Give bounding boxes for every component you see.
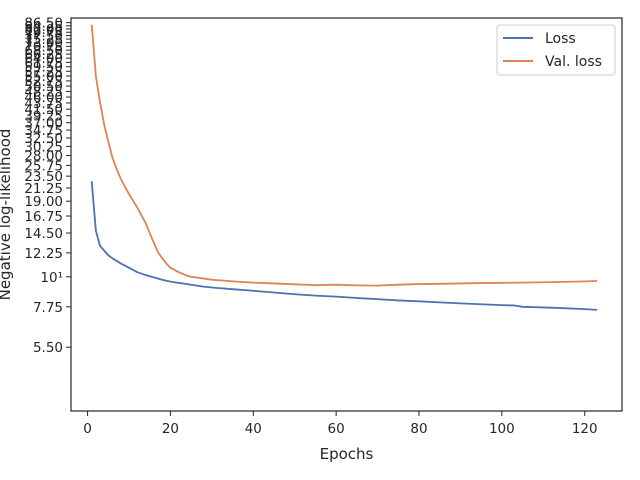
y-tick-label: 30.25: [24, 139, 63, 155]
series-line-val-loss: [90, 24, 598, 287]
x-tick-label: 120: [572, 421, 598, 437]
x-tick-label: 40: [245, 421, 262, 437]
plot-lines: [90, 24, 598, 311]
y-tick-label: 21.25: [24, 181, 63, 197]
y-tick-label: 7.75: [33, 300, 63, 316]
series-line-loss: [90, 181, 598, 311]
y-tick-label: 10¹: [40, 270, 63, 286]
y-tick-label: 48.25: [24, 84, 63, 100]
y-tick-label: 32.50: [24, 131, 63, 147]
y-tick-label: 77.50: [24, 29, 63, 45]
y-tick-label: 61.75: [24, 55, 63, 71]
y-tick-label: 23.50: [24, 169, 63, 185]
y-tick-label: 5.50: [33, 340, 63, 356]
y-tick-label: 25.75: [24, 158, 63, 174]
x-tick-label: 20: [162, 421, 179, 437]
y-tick-label: 55.00: [24, 69, 63, 85]
legend-label-loss: Loss: [545, 31, 576, 47]
y-tick-label: 84.25: [24, 19, 63, 35]
y-tick-label: 52.75: [24, 74, 63, 90]
y-tick-label: 75.25: [24, 32, 63, 48]
y-tick-label: 41.50: [24, 102, 63, 118]
y-tick-label: 73.00: [24, 36, 63, 52]
y-tick-label: 19.00: [24, 194, 63, 210]
legend: Loss Val. loss: [496, 24, 616, 76]
y-tick-label: 66.25: [24, 47, 63, 63]
y-tick-label: 43.75: [24, 96, 63, 112]
y-tick-label: 12.25: [24, 246, 63, 262]
y-tick-label: 57.25: [24, 64, 63, 80]
y-tick-label: 37.00: [24, 116, 63, 132]
y-tick-label: 79.75: [24, 25, 63, 41]
x-axis-ticks: 0 20 40 60 80 100 120: [83, 411, 598, 437]
y-tick-label: 86.50: [24, 16, 63, 32]
x-tick-label: 80: [410, 421, 427, 437]
y-tick-label: 14.50: [24, 226, 63, 242]
x-tick-label: 60: [328, 421, 345, 437]
y-axis-label: Negative log-likelihood: [0, 129, 14, 301]
y-tick-label: 39.25: [24, 109, 63, 125]
x-tick-label: 0: [83, 421, 92, 437]
y-tick-label: 70.75: [24, 39, 63, 55]
y-tick-label: 82.00: [24, 22, 63, 38]
y-tick-label: 34.75: [24, 123, 63, 139]
y-tick-label: 68.50: [24, 43, 63, 59]
y-tick-label: 64.00: [24, 51, 63, 67]
y-tick-label: 46.00: [24, 90, 63, 106]
y-tick-label: 59.50: [24, 60, 63, 76]
x-axis-label: Epochs: [320, 445, 374, 463]
legend-label-val-loss: Val. loss: [545, 54, 602, 70]
y-tick-label: 16.75: [24, 209, 63, 225]
x-tick-label: 100: [489, 421, 515, 437]
y-axis-ticks: 5.50 7.75 10¹ 12.25 14.5016.7519.0021.2523.5…: [24, 16, 71, 356]
plot-frame: [70, 17, 623, 412]
y-tick-label: 50.50: [24, 79, 63, 95]
y-tick-label: 28.00: [24, 149, 63, 165]
